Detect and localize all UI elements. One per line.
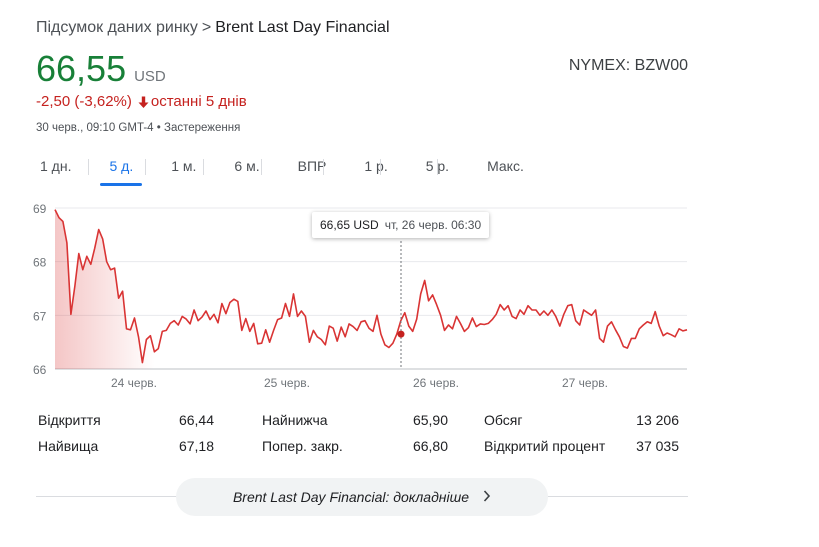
x-tick-label: 27 черв. (562, 376, 608, 390)
price-change: -2,50 (-3,62%) останні 5 днів (36, 93, 247, 112)
hover-point (397, 330, 405, 338)
x-tick-label: 25 черв. (264, 376, 310, 390)
stat-label-open-interest: Відкритий процент (484, 438, 606, 454)
change-period: останні 5 днів (150, 93, 247, 110)
price-row: 66,55 USD (36, 48, 166, 90)
tab-divider (380, 159, 381, 175)
breadcrumb-parent-link[interactable]: Підсумок даних ринку (36, 19, 198, 36)
tab-max[interactable]: Макс. (487, 158, 524, 174)
ticker-symbol: NYMEX: BZW00 (568, 57, 688, 74)
breadcrumb-separator: > (201, 19, 212, 36)
tab-ytd[interactable]: ВПР (297, 158, 327, 174)
tab-5d[interactable]: 5 д. (99, 154, 143, 186)
stat-label-open: Відкриття (38, 412, 101, 428)
current-price: 66,55 (36, 48, 127, 89)
change-value: -2,50 (-3,62%) (36, 93, 132, 110)
tab-1m[interactable]: 1 м. (171, 158, 197, 174)
stat-value-volume: 13 206 (636, 412, 679, 428)
tab-divider (323, 159, 324, 175)
stat-value-prev-close: 66,80 (412, 438, 448, 454)
range-tabs: 1 дн. 5 д. 1 м. 6 м. ВПР 1 р. 5 р. Макс. (30, 154, 552, 186)
stat-value-low: 65,90 (412, 412, 448, 428)
chart-tooltip: 66,65 USD чт, 26 черв. 06:30 (312, 212, 490, 238)
x-tick-label: 24 черв. (111, 376, 157, 390)
arrow-down-icon (138, 95, 149, 112)
tooltip-time: чт, 26 черв. 06:30 (384, 218, 482, 232)
more-details-button[interactable]: Brent Last Day Financial: докладніше (176, 478, 548, 516)
tab-divider (88, 159, 89, 175)
y-tick-label: 68 (33, 256, 47, 270)
stat-label-prev-close: Попер. закр. (262, 438, 343, 454)
tab-1y[interactable]: 1 р. (364, 158, 388, 174)
chevron-right-icon (483, 489, 491, 505)
stat-label-low: Найнижча (262, 412, 328, 428)
price-line (54, 209, 688, 364)
stat-label-high: Найвища (38, 438, 99, 454)
tab-divider (437, 159, 438, 175)
stat-value-open-interest: 37 035 (636, 438, 679, 454)
quote-timestamp[interactable]: 30 черв., 09:10 GMT-4 • Застереження (36, 122, 241, 134)
y-tick-label: 67 (33, 309, 47, 323)
currency-label: USD (134, 68, 166, 85)
stat-label-volume: Обсяг (484, 412, 523, 428)
stat-value-open: 66,44 (178, 412, 214, 428)
tab-divider (261, 159, 262, 175)
tooltip-price: 66,65 USD (320, 218, 379, 232)
tab-divider (145, 159, 146, 175)
tab-divider (203, 159, 204, 175)
y-tick-label: 66 (33, 363, 47, 377)
y-tick-label: 69 (33, 202, 47, 216)
tab-1d[interactable]: 1 дн. (40, 158, 72, 174)
breadcrumb-current: Brent Last Day Financial (215, 19, 390, 36)
price-chart[interactable]: 66 67 68 69 24 черв. 25 черв. 26 черв. 27 черв. (0, 195, 819, 395)
breadcrumb: Підсумок даних ринку > Brent Last Day Fina… (36, 19, 390, 37)
more-details-label: Brent Last Day Financial: докладніше (232, 489, 470, 505)
x-tick-label: 26 черв. (413, 376, 459, 390)
price-area-fill (55, 209, 155, 369)
tab-6m[interactable]: 6 м. (234, 158, 260, 174)
stat-value-high: 67,18 (178, 438, 214, 454)
